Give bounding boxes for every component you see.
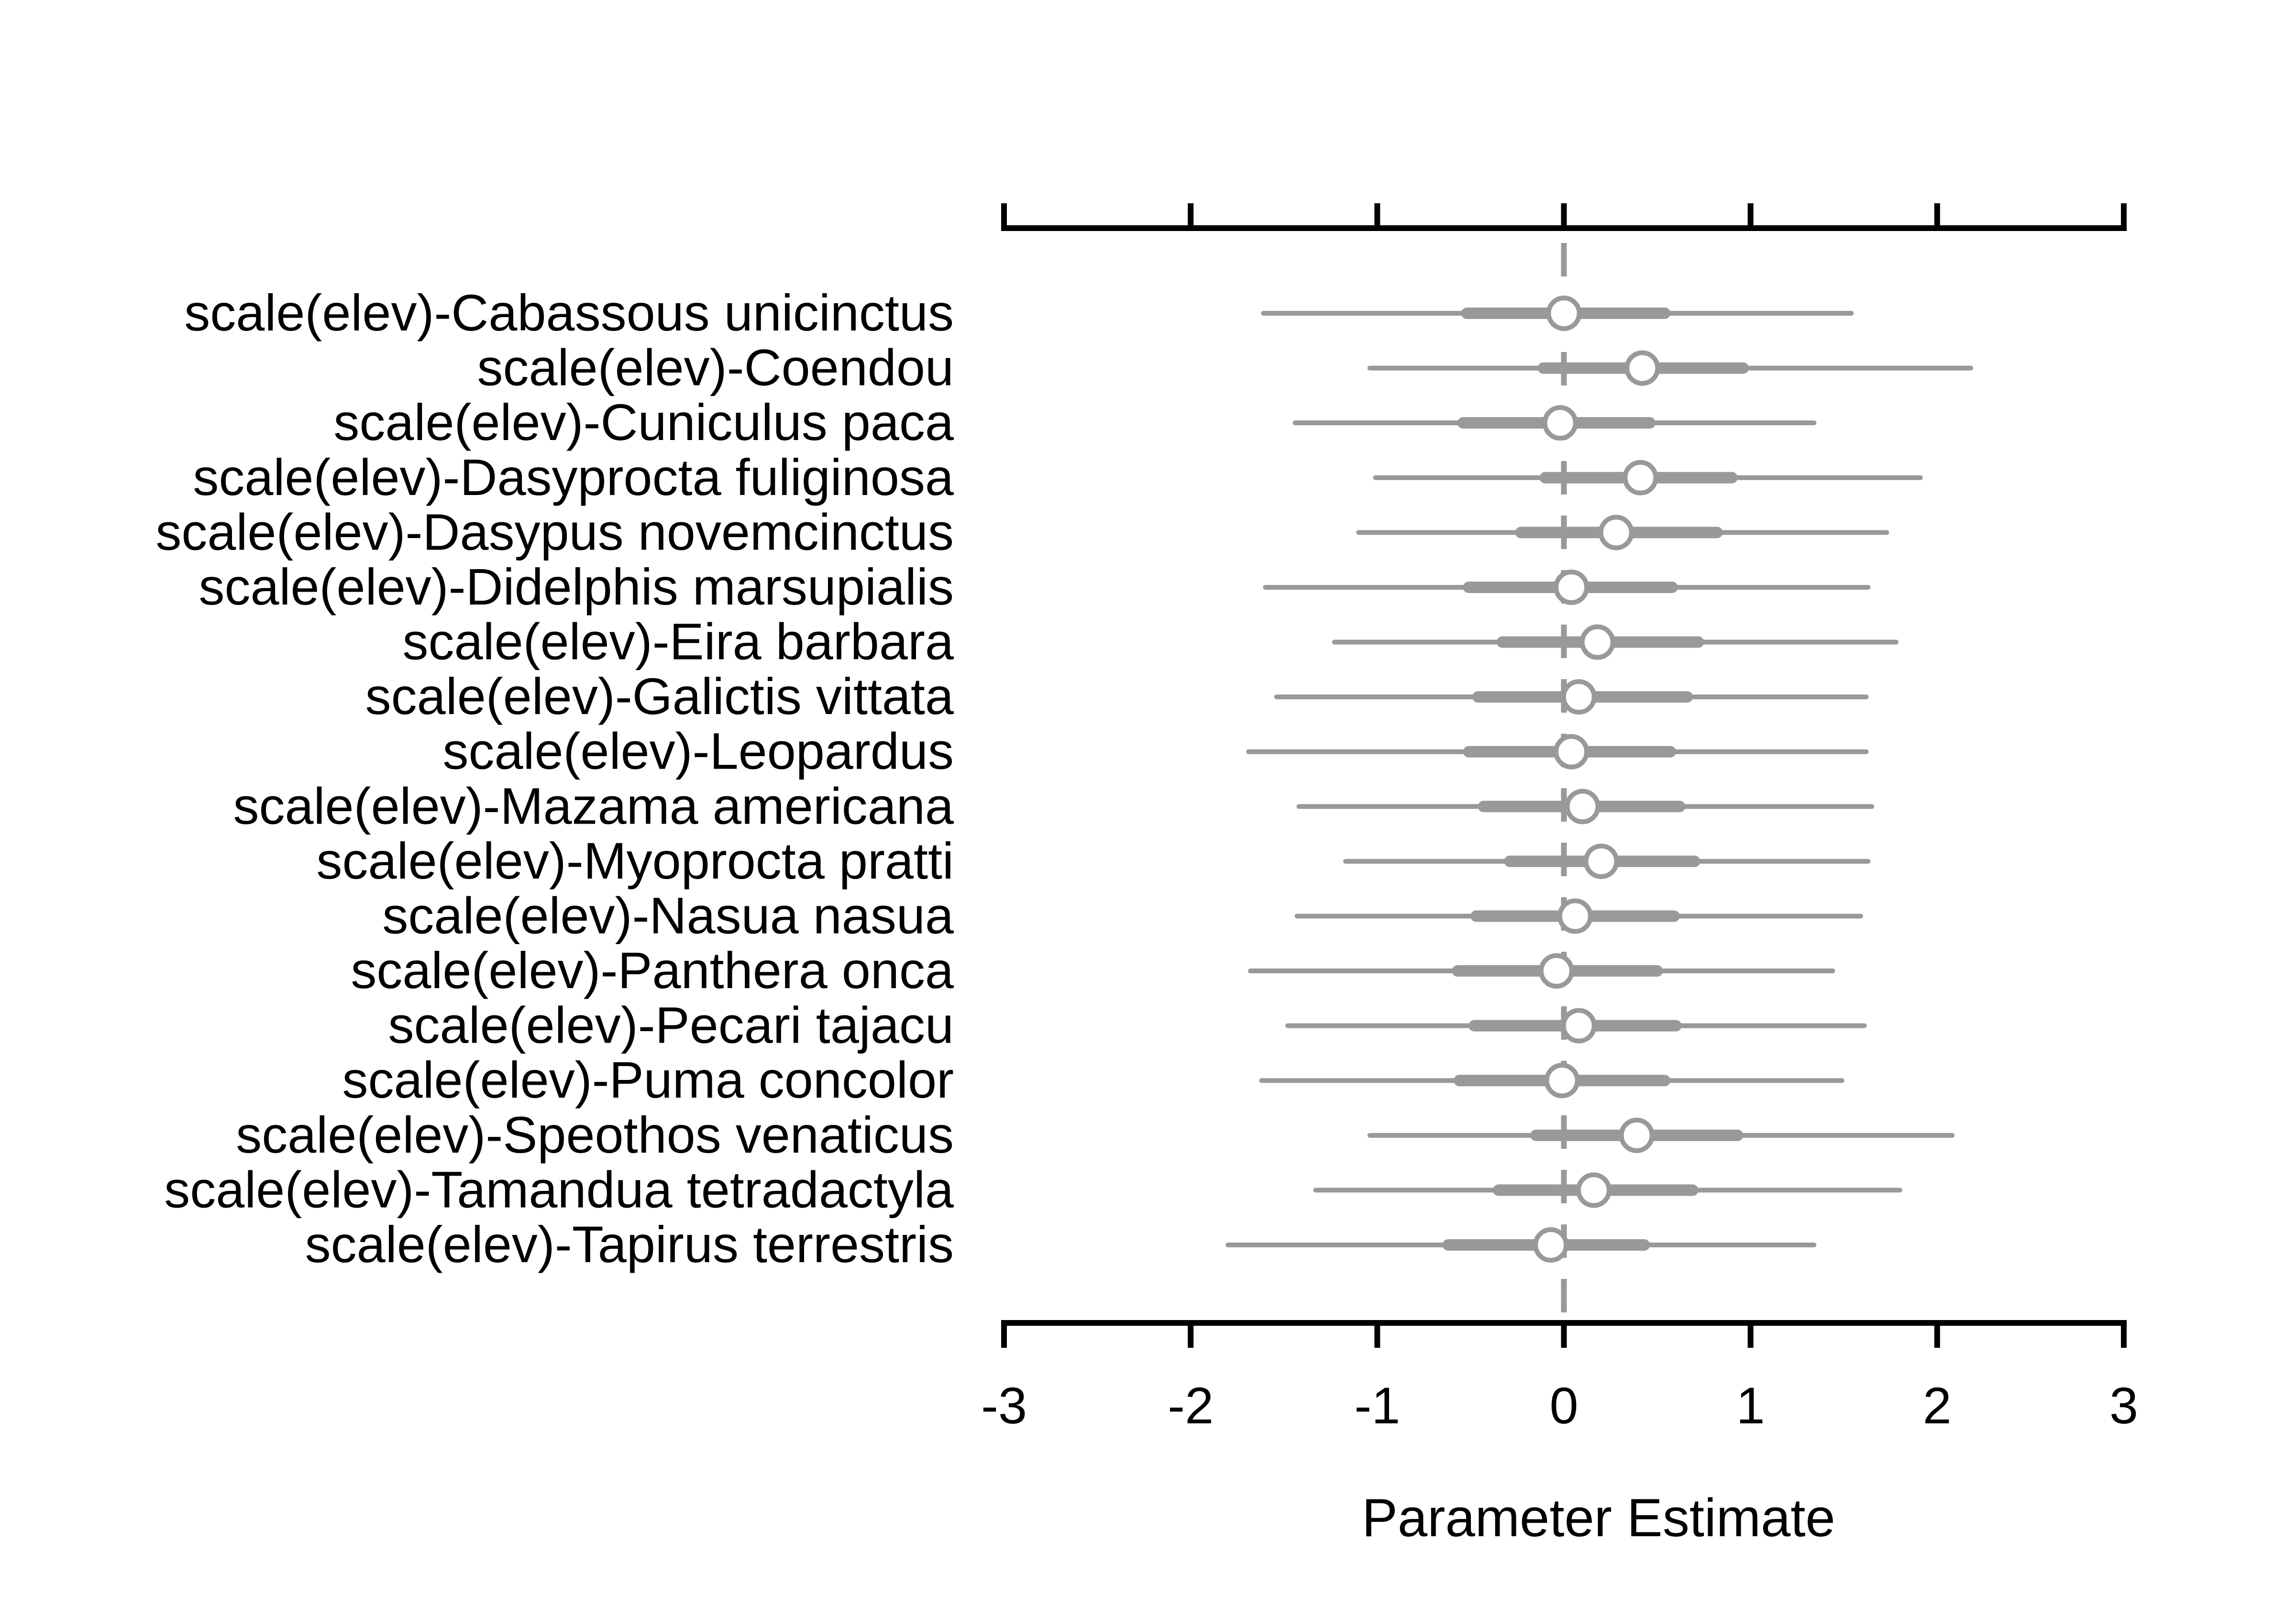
row-label: scale(elev)-Speothos venaticus	[236, 1106, 954, 1164]
point-estimate	[1546, 296, 1582, 331]
axes: -3 -2 -1 0 1 2 3	[981, 203, 2138, 1434]
point-estimate	[1533, 1227, 1569, 1263]
point-estimate	[1576, 1172, 1612, 1208]
point-estimate	[1579, 624, 1615, 660]
row-label: scale(elev)-Cuniculus paca	[333, 393, 954, 451]
row: scale(elev)-Tapirus terrestris	[305, 1215, 1817, 1273]
row-label: scale(elev)-Eira barbara	[403, 613, 954, 671]
row: scale(elev)-Panthera onca	[351, 941, 1835, 999]
point-estimate	[1623, 460, 1658, 495]
point-estimate	[1554, 569, 1590, 605]
point-estimate	[1561, 1008, 1597, 1044]
x-tick-label: 1	[1736, 1376, 1765, 1434]
row: scale(elev)-Puma concolor	[342, 1051, 1844, 1109]
row: scale(elev)-Speothos venaticus	[236, 1106, 1955, 1164]
row: scale(elev)-Tamandua tetradactyla	[164, 1160, 1902, 1218]
row: scale(elev)-Coendou	[477, 339, 1974, 396]
row: scale(elev)-Nasua nasua	[382, 886, 1863, 944]
row: scale(elev)-Cabassous unicinctus	[184, 284, 1854, 341]
point-estimate	[1565, 789, 1601, 825]
row-label: scale(elev)-Puma concolor	[342, 1051, 954, 1109]
point-estimate	[1598, 515, 1634, 550]
row-label: scale(elev)-Dasyprocta fuliginosa	[193, 448, 954, 506]
row: scale(elev)-Didelphis marsupialis	[199, 558, 1871, 616]
row-label: scale(elev)-Mazama americana	[233, 777, 954, 835]
row-label: scale(elev)-Leopardus	[442, 722, 954, 780]
x-axis-label: Parameter Estimate	[1362, 1488, 1835, 1548]
x-tick-label: 3	[2109, 1376, 2138, 1434]
row-label: scale(elev)-Dasypus novemcinctus	[155, 503, 954, 561]
row: scale(elev)-Dasyprocta fuliginosa	[193, 448, 1923, 506]
x-tick-label: -2	[1168, 1376, 1214, 1434]
row: scale(elev)-Pecari tajacu	[388, 996, 1867, 1054]
point-estimate	[1542, 405, 1578, 441]
row: scale(elev)-Eira barbara	[403, 613, 1899, 671]
point-estimate	[1583, 843, 1619, 879]
row: scale(elev)-Galictis vittata	[365, 667, 1869, 725]
row-label: scale(elev)-Galictis vittata	[365, 667, 954, 725]
row-label: scale(elev)-Panthera onca	[351, 941, 954, 999]
row-label: scale(elev)-Tapirus terrestris	[305, 1215, 954, 1273]
x-tick-label: -1	[1354, 1376, 1400, 1434]
row: scale(elev)-Mazama americana	[233, 777, 1875, 835]
point-estimate	[1624, 350, 1660, 386]
point-estimate	[1619, 1117, 1655, 1153]
row-label: scale(elev)-Didelphis marsupialis	[199, 558, 954, 616]
row: scale(elev)-Myoprocta pratti	[317, 832, 1871, 890]
point-estimate	[1538, 953, 1574, 989]
row-label: scale(elev)-Cabassous unicinctus	[184, 284, 954, 341]
row: scale(elev)-Leopardus	[442, 722, 1869, 780]
point-estimate	[1561, 679, 1597, 715]
row: scale(elev)-Dasypus novemcinctus	[155, 503, 1889, 561]
row-label: scale(elev)-Myoprocta pratti	[317, 832, 954, 890]
row-label: scale(elev)-Pecari tajacu	[388, 996, 954, 1054]
point-estimate	[1557, 898, 1593, 934]
row: scale(elev)-Cuniculus paca	[333, 393, 1817, 451]
row-label: scale(elev)-Coendou	[477, 339, 954, 396]
point-estimate	[1544, 1063, 1580, 1099]
point-estimate	[1554, 734, 1590, 770]
x-tick-label: 2	[1923, 1376, 1952, 1434]
row-label: scale(elev)-Tamandua tetradactyla	[164, 1160, 954, 1218]
row-label: scale(elev)-Nasua nasua	[382, 886, 954, 944]
x-tick-label: 0	[1549, 1376, 1578, 1434]
x-tick-label: -3	[981, 1376, 1027, 1434]
rows: scale(elev)-Cabassous unicinctusscale(el…	[155, 284, 1974, 1273]
